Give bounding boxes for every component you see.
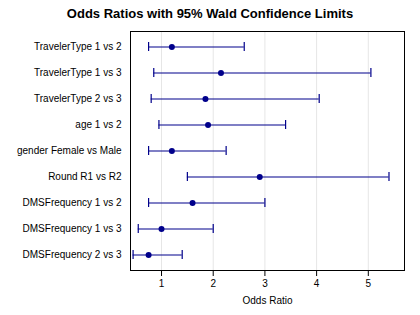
svg-text:Odds Ratio: Odds Ratio bbox=[242, 295, 292, 306]
svg-text:4: 4 bbox=[314, 278, 320, 289]
svg-text:DMSFrequency 2 vs 3: DMSFrequency 2 vs 3 bbox=[23, 249, 122, 260]
svg-text:2: 2 bbox=[210, 278, 216, 289]
svg-text:TravelerType 2 vs 3: TravelerType 2 vs 3 bbox=[34, 93, 122, 104]
html-text:Odds Ratios with 95% Wald Conf: Odds Ratios with 95% Wald Confidence Lim… bbox=[66, 6, 354, 21]
svg-text:DMSFrequency 1 vs 2: DMSFrequency 1 vs 2 bbox=[23, 197, 122, 208]
svg-text:TravelerType 1 vs 3: TravelerType 1 vs 3 bbox=[34, 67, 122, 78]
svg-text:TravelerType 1 vs 2: TravelerType 1 vs 2 bbox=[34, 41, 122, 52]
svg-text:gender Female vs Male: gender Female vs Male bbox=[17, 145, 122, 156]
svg-text:age 1 vs 2: age 1 vs 2 bbox=[75, 119, 122, 130]
svg-text:5: 5 bbox=[366, 278, 372, 289]
svg-text:1: 1 bbox=[159, 278, 165, 289]
svg-text:DMSFrequency 1 vs 3: DMSFrequency 1 vs 3 bbox=[23, 223, 122, 234]
svg-text:3: 3 bbox=[262, 278, 268, 289]
svg-text:Round R1 vs R2: Round R1 vs R2 bbox=[48, 171, 122, 182]
